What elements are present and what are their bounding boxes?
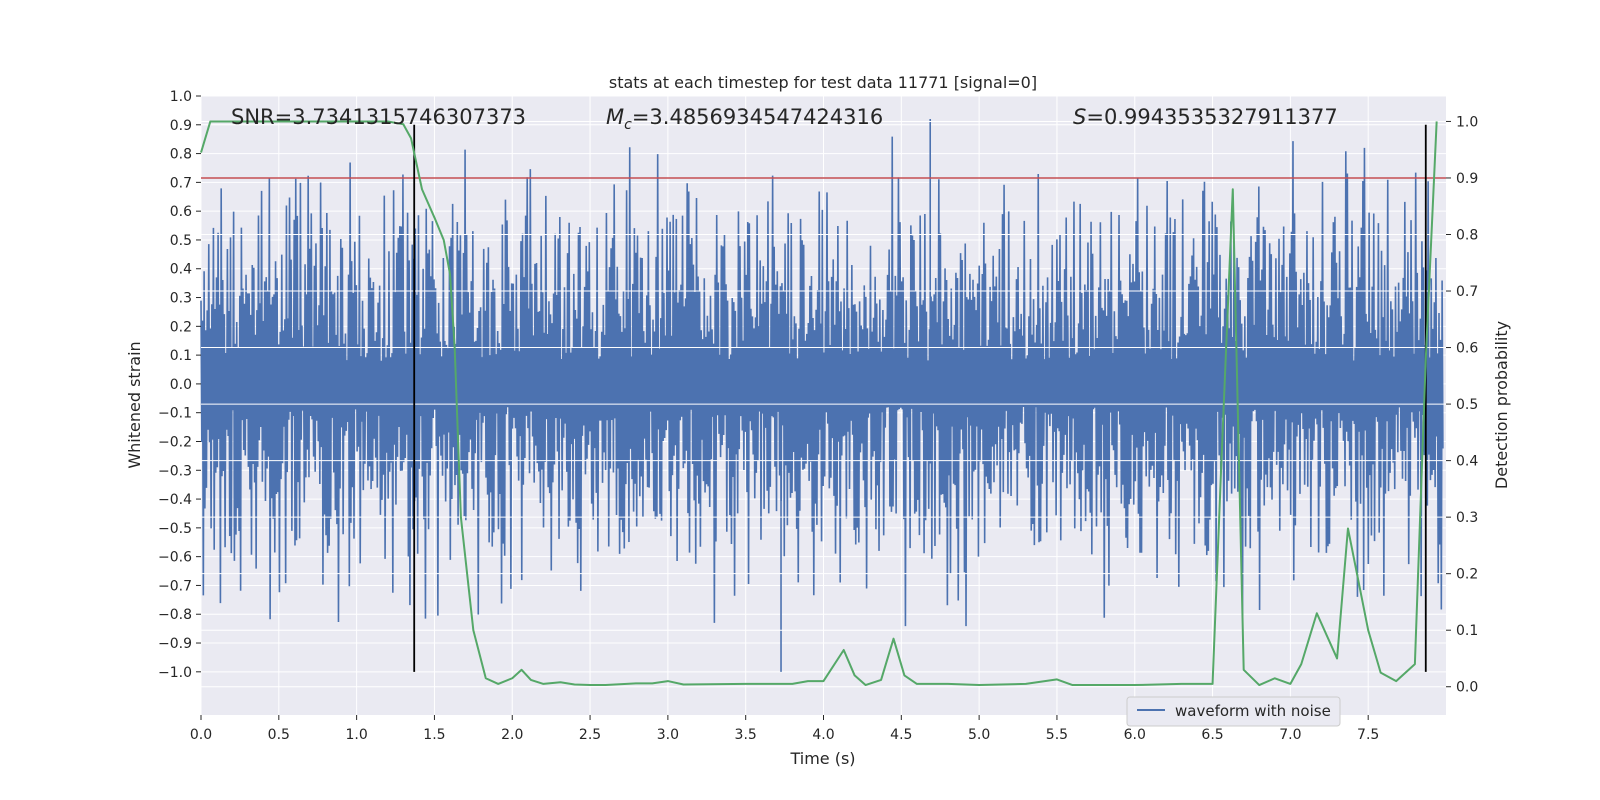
y2-tick-label: 0.2: [1456, 567, 1478, 583]
y-tick-label: −0.7: [158, 578, 192, 594]
y2-tick-label: 0.0: [1456, 680, 1478, 696]
y-tick-label: 0.6: [170, 204, 192, 220]
y-axis-title: Whitened strain: [125, 341, 144, 468]
y2-tick-label: 0.5: [1456, 397, 1478, 413]
x-tick-label: 0.5: [268, 727, 290, 743]
y2-tick-label: 1.0: [1456, 114, 1478, 130]
legend-label: waveform with noise: [1175, 702, 1331, 720]
x-tick-label: 1.5: [423, 727, 445, 743]
y-tick-label: −0.1: [158, 406, 192, 422]
snr-annotation: SNR=3.7341315746307373: [231, 105, 526, 129]
probability-line: [200, 120, 1438, 687]
x-tick-label: 7.0: [1279, 727, 1301, 743]
x-tick-label: 0.0: [190, 727, 212, 743]
y2-tick-label: 0.7: [1456, 284, 1478, 300]
y-tick-label: −0.8: [158, 607, 192, 623]
significance-annotation: S=0.9943535327911377: [1073, 105, 1338, 129]
y2-tick-label: 0.8: [1456, 227, 1478, 243]
probability-series: [200, 120, 1438, 687]
y-tick-label: −0.4: [158, 492, 192, 508]
x-tick-label: 7.5: [1357, 727, 1379, 743]
y-tick-label: 0.2: [170, 319, 192, 335]
y-tick-label: 0.9: [170, 118, 192, 134]
y2-tick-label: 0.3: [1456, 510, 1478, 526]
chirp-mass-annotation: Mc=3.4856934547424316: [606, 105, 883, 133]
y-tick-label: −1.0: [158, 665, 192, 681]
waveform-series: [200, 119, 1444, 672]
y2-tick-label: 0.1: [1456, 623, 1478, 639]
x-tick-label: 4.5: [890, 727, 912, 743]
y-tick-label: 0.4: [170, 262, 192, 278]
y-tick-label: 0.8: [170, 147, 192, 163]
x-tick-label: 5.5: [1046, 727, 1068, 743]
y-tick-label: 0.3: [170, 291, 192, 307]
y-tick-label: −0.5: [158, 521, 192, 537]
waveform-line: [200, 136, 1444, 627]
axis-ticks: 0.0 0.5 1.0 1.5 2.0 2.5 3.0 3.5 4.0 4.5 5.0 5.5 6.0 6…: [158, 89, 1478, 743]
y-tick-label: 0.1: [170, 348, 192, 364]
x-axis-title: Time (s): [789, 749, 855, 768]
y2-tick-label: 0.9: [1456, 171, 1478, 187]
y-tick-label: 0.7: [170, 175, 192, 191]
y-tick-label: −0.3: [158, 463, 192, 479]
x-tick-label: 1.0: [345, 727, 367, 743]
x-tick-label: 6.5: [1201, 727, 1223, 743]
y2-axis-title: Detection probability: [1492, 321, 1511, 489]
x-tick-label: 4.0: [812, 727, 834, 743]
y-tick-label: 1.0: [170, 89, 192, 105]
y-tick-label: −0.2: [158, 434, 192, 450]
overlay-lines: [201, 120, 1446, 688]
y-tick-label: 0.5: [170, 233, 192, 249]
x-tick-label: 2.0: [501, 727, 523, 743]
y-tick-label: 0.0: [170, 377, 192, 393]
y-tick-label: −0.9: [158, 636, 192, 652]
x-tick-label: 3.0: [657, 727, 679, 743]
y2-tick-label: 0.4: [1456, 454, 1478, 470]
x-tick-label: 6.0: [1124, 727, 1146, 743]
legend-box: [1126, 696, 1341, 727]
chart-title: stats at each timestep for test data 117…: [609, 73, 1037, 92]
legend: waveform with noise: [1126, 696, 1341, 727]
y2-tick-label: 0.6: [1456, 341, 1478, 357]
x-tick-label: 3.5: [735, 727, 757, 743]
y-tick-label: −0.6: [158, 550, 192, 566]
x-tick-label: 2.5: [579, 727, 601, 743]
x-tick-label: 5.0: [968, 727, 990, 743]
